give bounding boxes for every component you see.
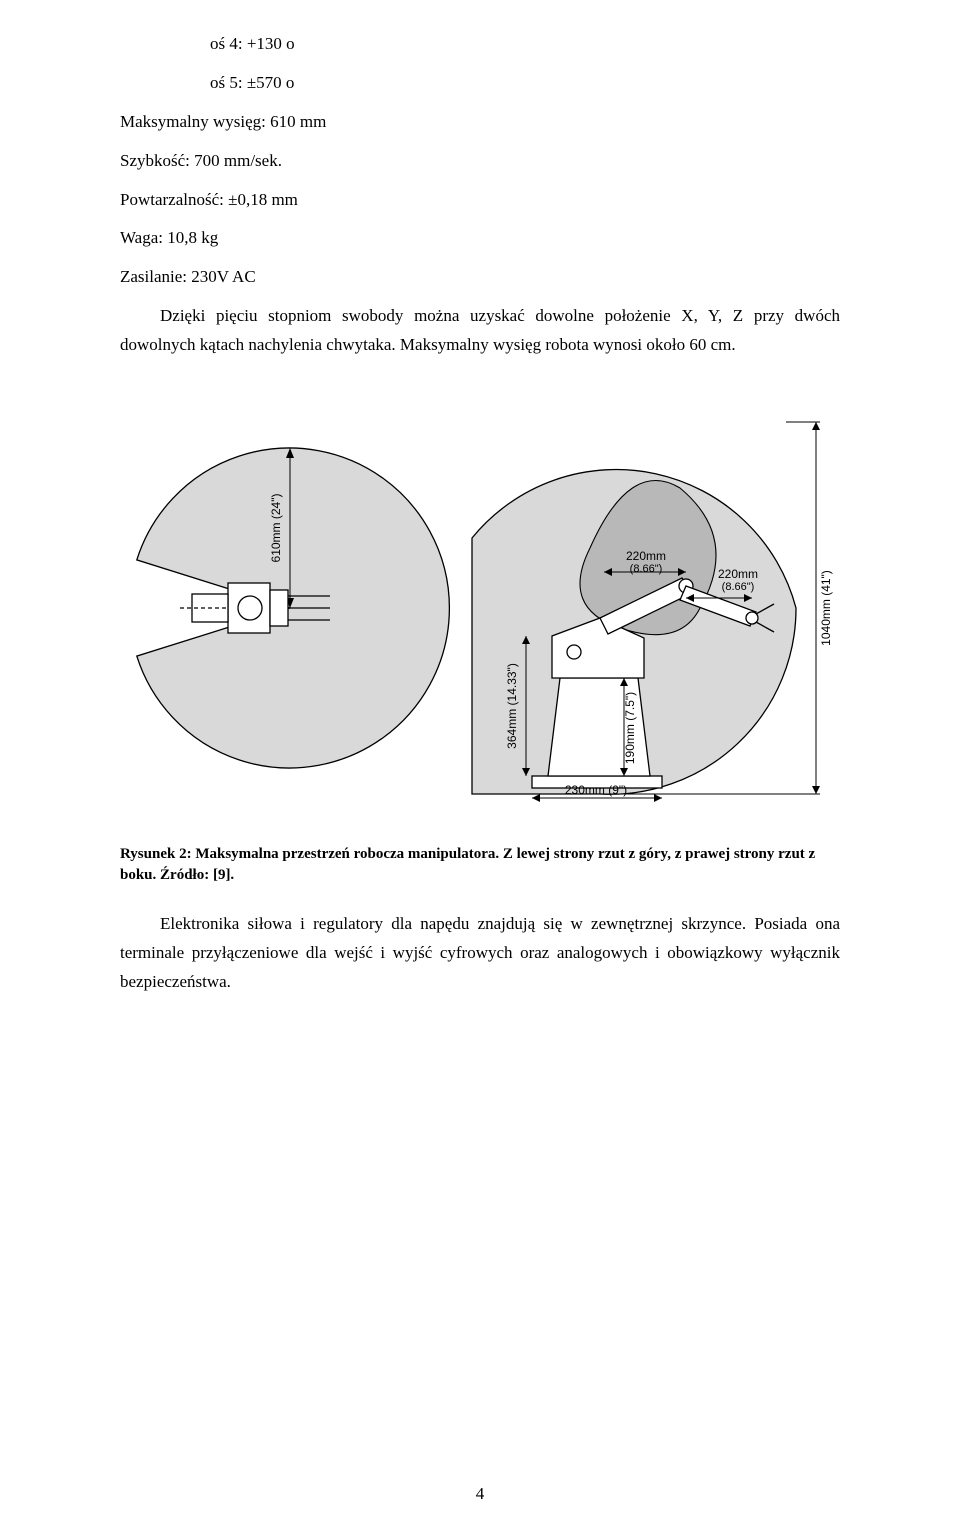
specifications-block: oś 4: +130 o oś 5: ±570 o Maksymalny wys… xyxy=(120,30,840,292)
label-220a-sub: (8.66") xyxy=(630,563,663,575)
label-220b: 220mm xyxy=(718,567,758,581)
spec-weight: Waga: 10,8 kg xyxy=(120,224,840,253)
label-230: 230mm (9") xyxy=(565,783,627,797)
label-220a: 220mm xyxy=(626,549,666,563)
spec-repeat: Powtarzalność: ±0,18 mm xyxy=(120,186,840,215)
spec-reach: Maksymalny wysięg: 610 mm xyxy=(120,108,840,137)
figure-2: 610mm (24") xyxy=(120,408,840,808)
body-paragraph-2-wrap: Elektronika siłowa i regulatory dla napę… xyxy=(120,910,840,997)
label-190: 190mm (7.5") xyxy=(623,692,637,764)
label-610mm: 610mm (24") xyxy=(269,494,283,563)
label-220b-sub: (8.66") xyxy=(722,581,755,593)
page-number: 4 xyxy=(0,1480,960,1509)
figure-caption: Rysunek 2: Maksymalna przestrzeń robocza… xyxy=(120,844,840,886)
spec-power: Zasilanie: 230V AC xyxy=(120,263,840,292)
workspace-diagram: 610mm (24") xyxy=(120,408,840,808)
spec-axis5: oś 5: ±570 o xyxy=(120,69,840,98)
spec-axis4: oś 4: +130 o xyxy=(120,30,840,59)
body-paragraph-2: Elektronika siłowa i regulatory dla napę… xyxy=(120,910,840,997)
label-1040: 1040mm (41") xyxy=(819,570,833,646)
body-paragraph-1: Dzięki pięciu stopniom swobody można uzy… xyxy=(120,302,840,360)
spec-speed: Szybkość: 700 mm/sek. xyxy=(120,147,840,176)
label-364: 364mm (14.33") xyxy=(505,663,519,749)
